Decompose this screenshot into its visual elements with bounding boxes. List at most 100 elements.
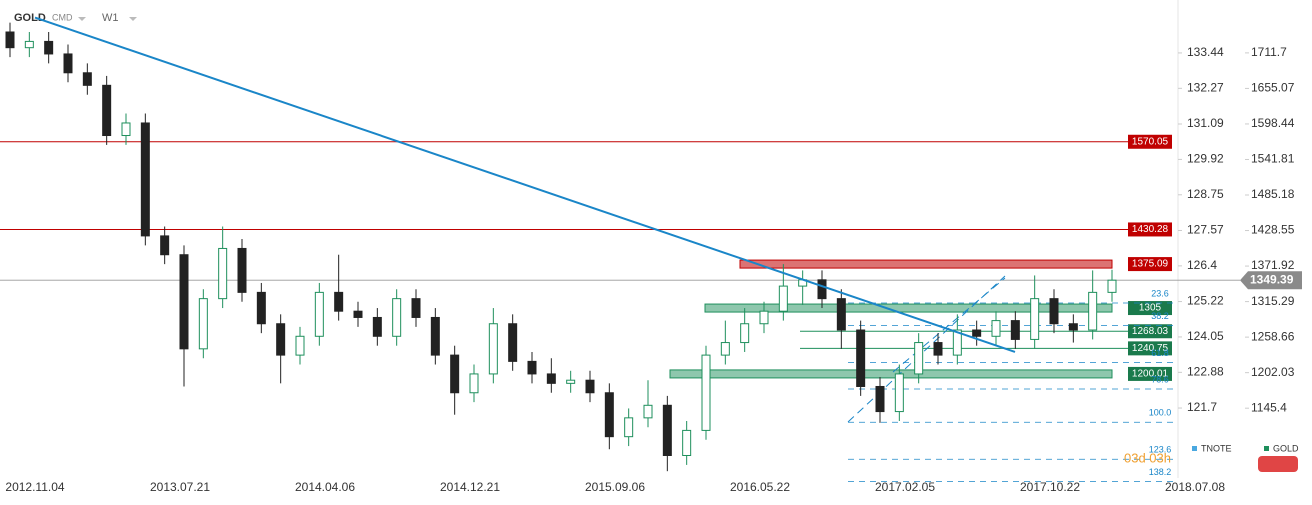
trendline — [34, 16, 1016, 353]
legend-label: TNOTE — [1201, 443, 1232, 453]
candle-body — [392, 298, 402, 337]
y-tick-label: 1541.81 — [1251, 152, 1295, 166]
legend-label: GOLD — [1273, 443, 1299, 453]
candle-body — [566, 379, 576, 384]
candle-body — [836, 298, 846, 331]
candle-body — [140, 122, 150, 237]
candle-body — [856, 329, 866, 387]
candle-body — [430, 316, 440, 356]
y2-tick-label: 122.88 — [1187, 365, 1224, 379]
candle-body — [624, 417, 634, 438]
level-label-box — [1128, 222, 1172, 237]
candle-body — [1030, 298, 1040, 340]
y-tick-label: 1315.29 — [1251, 294, 1295, 308]
candle-body — [218, 247, 228, 300]
candle-body — [334, 291, 344, 312]
candle-body — [662, 404, 672, 456]
y2-tick-label: 126.4 — [1187, 258, 1217, 272]
y2-tick-label: 124.05 — [1187, 329, 1224, 343]
candle-body — [44, 40, 54, 55]
x-tick-label: 2015.09.06 — [585, 480, 645, 494]
y2-tick-label: 133.44 — [1187, 45, 1224, 59]
candle-body — [411, 298, 421, 318]
dropdown-arrow — [78, 17, 86, 21]
y-tick-label: 1711.7 — [1251, 45, 1287, 59]
y2-tick-label: 131.09 — [1187, 116, 1224, 130]
x-tick-label: 2017.10.22 — [1020, 480, 1080, 494]
level-label: 1268.03 — [1132, 326, 1169, 337]
fib-label: 100.0 — [1149, 408, 1172, 418]
level-label: 1570.05 — [1132, 136, 1169, 147]
candle-body — [198, 298, 208, 350]
candle-body — [682, 429, 692, 456]
legend-swatch — [1264, 446, 1269, 451]
candle-body — [972, 329, 982, 337]
level-label-box — [1128, 366, 1172, 381]
channel-line — [847, 275, 1006, 423]
candle-body — [894, 373, 904, 413]
x-tick-label: 2018.07.08 — [1165, 480, 1225, 494]
candle-body — [1068, 323, 1078, 331]
candle-body — [1088, 291, 1098, 331]
y-tick-label: 1371.92 — [1251, 258, 1295, 272]
timeframe[interactable]: W1 — [102, 12, 119, 24]
y2-tick-label: 128.75 — [1187, 187, 1224, 201]
candle-body — [1049, 298, 1059, 325]
candle-body — [295, 335, 305, 356]
legend-swatch — [1192, 446, 1197, 451]
fib-label: 123.6 — [1149, 445, 1172, 455]
current-price-label: 1349.39 — [1250, 272, 1294, 286]
candle-body — [508, 323, 518, 362]
zone — [669, 369, 1113, 379]
candle-body — [778, 285, 788, 312]
candle-body — [160, 235, 170, 256]
level-label-box — [1128, 301, 1172, 316]
symbol[interactable]: GOLD — [14, 12, 46, 24]
level-label: 1240.75 — [1132, 343, 1169, 354]
candle-body — [179, 254, 189, 350]
y2-tick-label: 129.92 — [1187, 152, 1224, 166]
zone — [739, 259, 1113, 269]
x-tick-label: 2016.05.22 — [730, 480, 790, 494]
candle-body — [546, 373, 556, 384]
candle-body — [372, 316, 382, 337]
candle-body — [527, 360, 537, 375]
fib-label: 38.2 — [1151, 311, 1169, 321]
candle-body — [1107, 279, 1117, 293]
y2-tick-label: 127.57 — [1187, 223, 1224, 237]
candle-body — [585, 379, 595, 394]
level-label: 1375.09 — [1132, 259, 1169, 270]
candle-body — [353, 310, 363, 318]
y-tick-label: 1485.18 — [1251, 187, 1295, 201]
y-tick-label: 1428.55 — [1251, 223, 1295, 237]
level-label: 1430.28 — [1132, 224, 1169, 235]
y-tick-label: 1598.44 — [1251, 116, 1295, 130]
candle-body — [102, 84, 112, 137]
y-tick-label: 1145.4 — [1251, 400, 1287, 414]
candle-body — [817, 279, 827, 300]
zone — [704, 303, 1113, 313]
candle-body — [1010, 320, 1020, 340]
x-tick-label: 2012.11.04 — [5, 480, 64, 494]
market[interactable]: CMD — [52, 12, 73, 22]
candle-body — [63, 53, 73, 74]
level-label-box — [1128, 341, 1172, 356]
color-button[interactable] — [1258, 456, 1298, 472]
candle-body — [701, 354, 711, 431]
level-label-box — [1128, 257, 1172, 272]
candle-body — [914, 342, 924, 375]
fib-label: 138.2 — [1149, 467, 1172, 477]
candle-body — [82, 72, 92, 86]
x-tick-label: 2014.04.06 — [295, 480, 355, 494]
fib-label: 61.8 — [1151, 348, 1169, 358]
y2-tick-label: 125.22 — [1187, 294, 1224, 308]
y-tick-label: 1258.66 — [1251, 329, 1295, 343]
channel-line — [892, 277, 1006, 373]
candle-body — [256, 291, 266, 325]
level-label-box — [1128, 134, 1172, 149]
y2-tick-label: 121.7 — [1187, 400, 1217, 414]
price-tag — [1240, 271, 1302, 290]
level-label-box — [1128, 324, 1172, 339]
candle-body — [24, 40, 34, 49]
